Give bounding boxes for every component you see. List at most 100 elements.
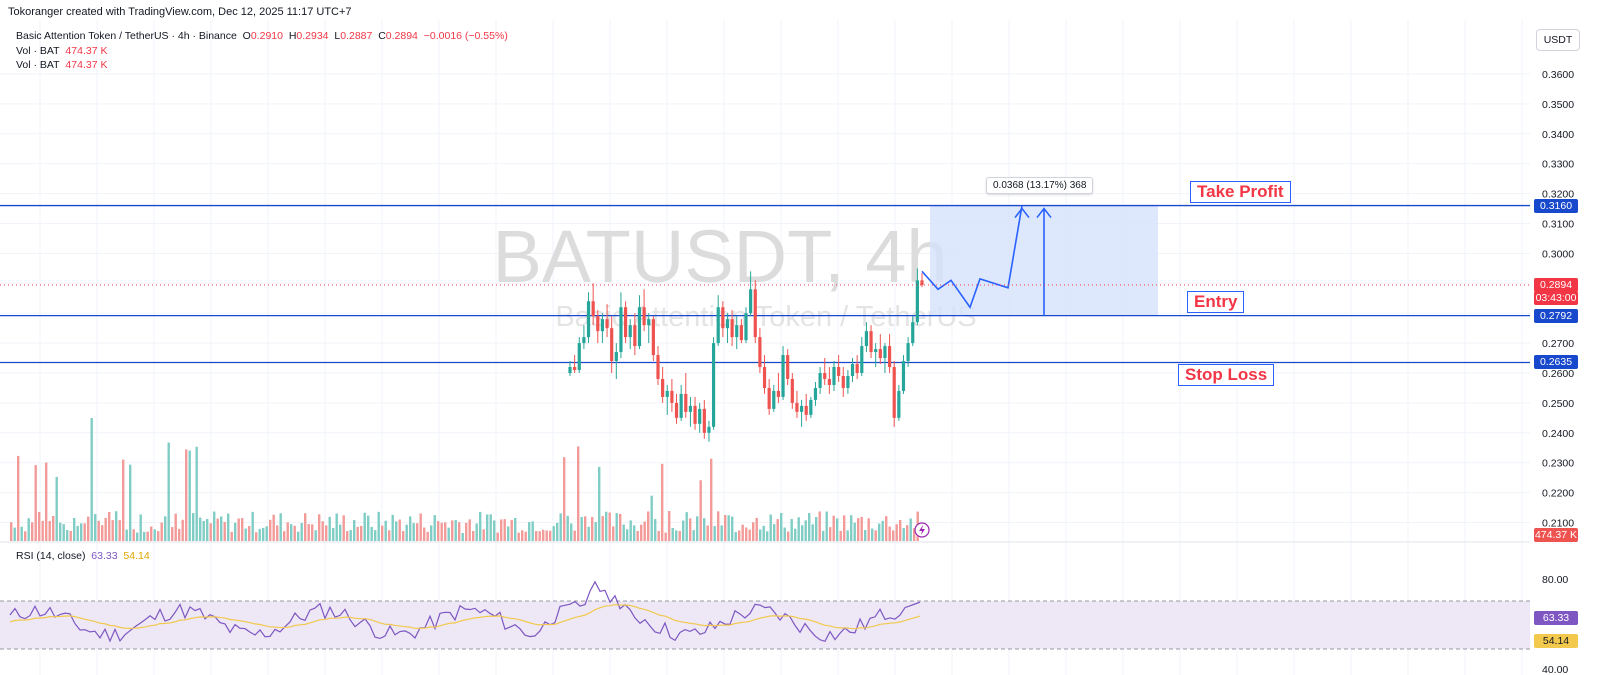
volume-bar [738,530,741,541]
volume-bar [811,524,814,541]
volume-bar [720,525,723,541]
volume-bar [850,515,853,541]
volume-bar [160,522,163,541]
price-tick: 0.2300 [1542,458,1574,470]
volume-bar [640,524,643,541]
volume-bar [790,518,793,541]
stop-loss-label[interactable]: Stop Loss [1178,364,1275,386]
volume-bar [815,517,818,541]
candle-body [869,331,873,353]
volume-bar [745,527,748,541]
volume-bar [374,530,377,541]
volume-bar [97,520,100,541]
volume-bar [244,528,247,541]
candle-body [874,349,878,353]
volume-bar [346,531,349,541]
candle-body [753,289,757,338]
volume-bar [678,530,681,541]
volume-bar [538,531,541,541]
volume-bar [405,524,408,541]
candle-body [730,319,734,338]
entry-label[interactable]: Entry [1187,291,1245,313]
volume-bar [535,531,538,541]
volume-bar [209,523,212,541]
volume-bar [409,516,412,541]
volume-bar [230,531,233,541]
volume-bar [377,511,380,541]
volume-bar [482,529,485,541]
volume-bar [748,529,751,541]
volume-bar [521,530,524,541]
candle-body [665,390,669,397]
volume-bar [871,528,874,541]
candles [568,268,924,442]
volume-bar [328,516,331,541]
volume-bar [83,523,86,541]
attribution: Tokoranger created with TradingView.com,… [8,6,352,18]
volume-bar [143,531,146,541]
candle-body [614,352,618,362]
candle-body [906,343,910,362]
candle-body [674,402,679,418]
price-tick: 0.3500 [1542,99,1574,111]
candle-body [656,355,660,379]
volume-bar [164,516,167,541]
candle-body [735,325,739,338]
volume-bar [769,514,772,541]
volume-bar [101,525,104,541]
volume-bar [703,518,706,541]
take-profit-label[interactable]: Take Profit [1190,181,1291,203]
volume-bar [570,523,573,541]
volume-bar [671,528,674,541]
price-tick: 0.2200 [1542,488,1574,500]
volume-bar [139,514,142,541]
volume-bar [874,530,877,541]
volume-bar [363,512,366,541]
candle-body [623,307,628,338]
volume-bar [111,520,114,541]
volume-bar [237,518,240,541]
volume-bar [846,530,849,541]
volume-bar [465,522,468,541]
volume-bar [349,530,352,541]
candle-body [651,319,655,356]
volume-bar [794,528,797,541]
volume-bar [881,520,884,541]
volume-bar [598,466,601,541]
volume-bar [741,524,744,541]
volume-bar [150,526,153,541]
volume-bar [731,516,734,541]
volume-bar [129,464,132,541]
candle-body [749,289,753,314]
volume-bar [759,529,762,541]
price-tick: 0.3200 [1542,189,1574,201]
rsi-legend: RSI (14, close) 63.33 54.14 [16,550,150,562]
price-tick: 0.3000 [1542,248,1574,260]
volume-bar [437,521,440,541]
volume-bar [486,514,489,541]
candle-body [883,346,887,359]
volume-bar [269,519,272,541]
volume-bar [542,529,545,541]
change-value: −0.0016 (−0.55%) [423,30,508,42]
volume-bar [773,524,776,541]
volume-bar [507,526,510,541]
candle-body [786,355,790,379]
volume-bar [661,463,664,541]
volume-bar [300,522,303,541]
price-tick: 0.2400 [1542,428,1574,440]
candle-body [586,301,591,338]
currency-button[interactable]: USDT [1536,29,1580,51]
candle-body [698,408,702,424]
volume-bar [755,517,758,541]
volume-bar [118,520,121,541]
candle-body [837,367,841,376]
volume-bar [615,513,618,541]
volume-bar [321,521,324,541]
volume-bar [724,515,727,541]
volume-bar [563,457,566,541]
volume-bar [220,516,223,541]
volume-bar [766,531,769,541]
volume-bar [727,515,730,541]
